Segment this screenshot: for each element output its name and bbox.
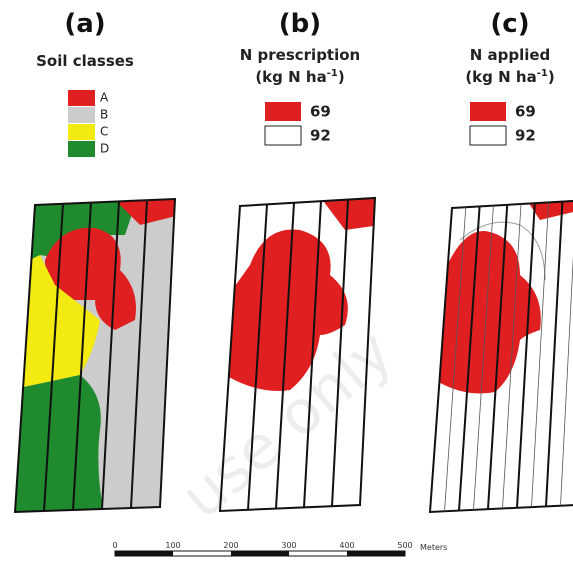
legend-label: 69 bbox=[515, 103, 536, 121]
legend-label: 69 bbox=[310, 103, 331, 121]
legend-label: C bbox=[100, 125, 108, 139]
panel-title: N prescription bbox=[240, 46, 360, 64]
legend-label: A bbox=[100, 91, 109, 105]
legend-swatch bbox=[265, 102, 301, 121]
panel-unit: (kg N ha-1) bbox=[465, 68, 554, 86]
legend-label: B bbox=[100, 108, 108, 122]
panel-label: (b) bbox=[279, 9, 321, 39]
strip-line bbox=[458, 206, 481, 511]
strip-line bbox=[247, 204, 268, 510]
scale-tick-label: 400 bbox=[339, 541, 354, 550]
panel-label: (a) bbox=[64, 9, 105, 39]
strip-line bbox=[545, 201, 564, 507]
legend-label: D bbox=[100, 142, 109, 156]
scale-tick-label: 100 bbox=[165, 541, 180, 550]
panel-label: (c) bbox=[490, 9, 529, 39]
unit-text: (kg N ha bbox=[255, 68, 326, 86]
unit-text: (kg N ha bbox=[465, 68, 536, 86]
scale-bar bbox=[114, 550, 406, 557]
unit-text: ) bbox=[548, 68, 555, 86]
panel-title: Soil classes bbox=[36, 52, 134, 70]
legend-label: 92 bbox=[515, 127, 536, 145]
applied-map bbox=[435, 200, 573, 394]
pass-line bbox=[502, 203, 522, 509]
unit-exponent: -1 bbox=[327, 68, 338, 79]
panel-title: N applied bbox=[470, 46, 551, 64]
field-boundary bbox=[218, 196, 377, 513]
pass-line bbox=[531, 202, 549, 508]
strip-line bbox=[303, 201, 322, 508]
field-boundary bbox=[428, 199, 573, 514]
unit-text: ) bbox=[338, 68, 345, 86]
strip-line bbox=[331, 199, 349, 507]
strip-line bbox=[101, 201, 120, 510]
legend-swatch bbox=[68, 90, 95, 106]
legend-swatch bbox=[68, 124, 95, 140]
legend-label: 92 bbox=[310, 127, 331, 145]
strip-line bbox=[487, 204, 509, 510]
strip-line bbox=[43, 203, 64, 512]
unit-exponent: -1 bbox=[537, 68, 548, 79]
legend-swatch bbox=[68, 107, 95, 123]
strip-line bbox=[72, 202, 92, 511]
scale-unit: Meters bbox=[420, 543, 447, 552]
strip-line bbox=[130, 200, 148, 509]
scale-tick-label: 300 bbox=[281, 541, 296, 550]
scale-tick-label: 0 bbox=[112, 541, 117, 550]
legend-swatch bbox=[68, 141, 95, 157]
pass-line bbox=[444, 207, 467, 512]
soil-map bbox=[15, 199, 175, 512]
strip-line bbox=[516, 203, 536, 508]
pass-line bbox=[560, 255, 573, 506]
strip-line bbox=[275, 202, 295, 509]
scale-tick-label: 200 bbox=[223, 541, 238, 550]
field-boundary bbox=[13, 197, 177, 514]
legend-swatch bbox=[264, 125, 302, 146]
scale-tick-label: 500 bbox=[397, 541, 412, 550]
legend-swatch bbox=[470, 102, 506, 121]
panel-unit: (kg N ha-1) bbox=[255, 68, 344, 86]
pass-line bbox=[473, 205, 494, 510]
legend-swatch bbox=[469, 125, 507, 146]
